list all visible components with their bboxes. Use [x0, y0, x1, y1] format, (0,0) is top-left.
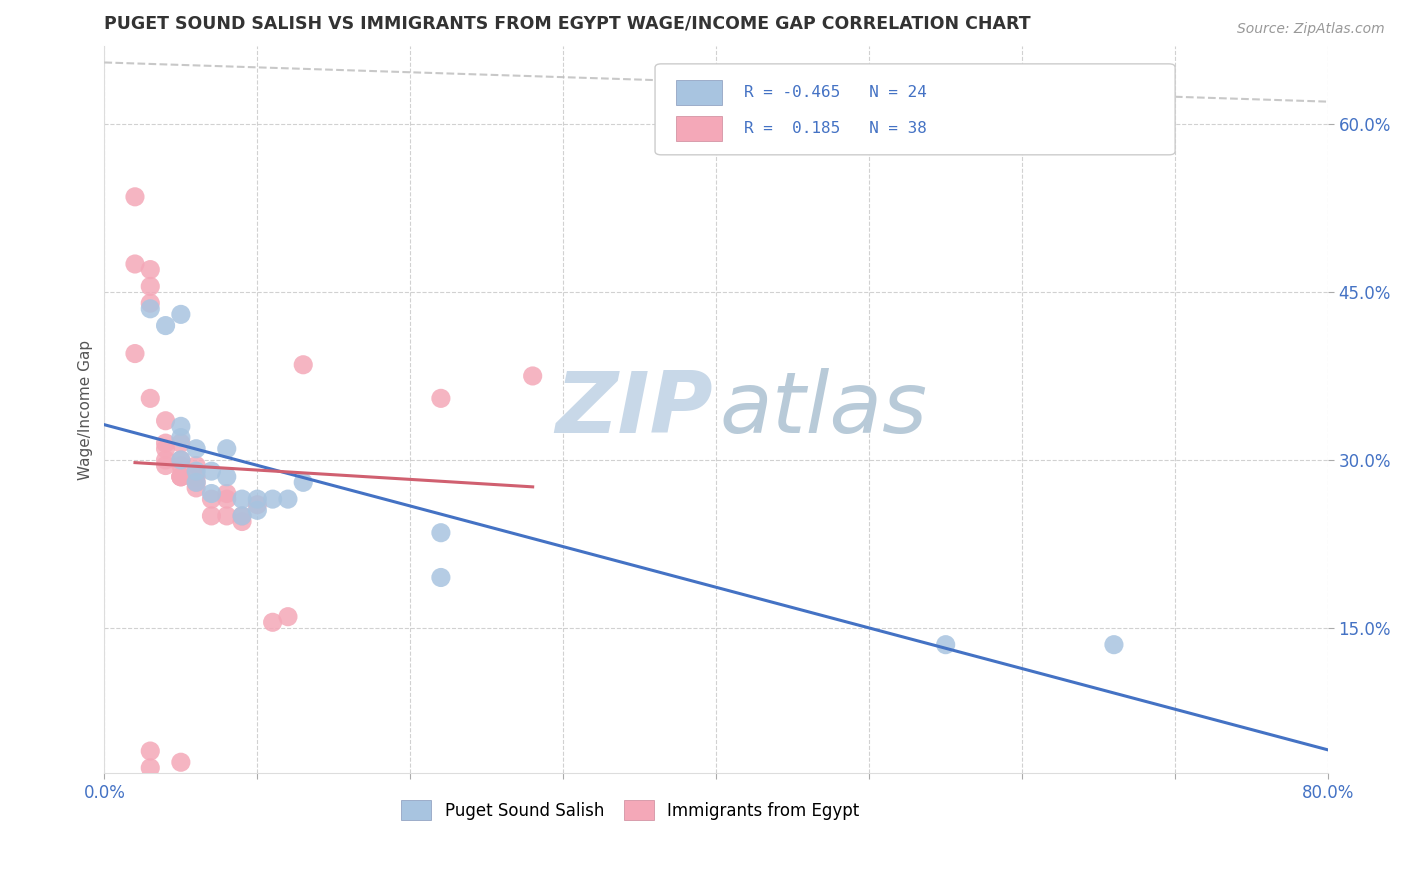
Text: R =  0.185   N = 38: R = 0.185 N = 38 [744, 121, 927, 136]
Point [124, 257, 146, 271]
Point [155, 414, 177, 428]
Point [170, 453, 193, 467]
Point [200, 486, 222, 500]
Point [186, 475, 208, 490]
Point [170, 469, 193, 483]
Point [430, 570, 453, 584]
Point [186, 442, 208, 456]
Point [246, 503, 269, 517]
Point [277, 609, 299, 624]
Point [246, 492, 269, 507]
Point [139, 279, 162, 293]
Point [139, 296, 162, 310]
Point [139, 301, 162, 316]
Point [200, 508, 222, 523]
Point [215, 492, 238, 507]
Point [262, 615, 284, 630]
Point [231, 515, 253, 529]
Point [124, 190, 146, 204]
Point [215, 442, 238, 456]
Point [215, 486, 238, 500]
Point [155, 453, 177, 467]
Point [155, 458, 177, 473]
Point [1102, 638, 1125, 652]
Point [430, 525, 453, 540]
Point [292, 358, 315, 372]
Point [231, 492, 253, 507]
Legend: Puget Sound Salish, Immigrants from Egypt: Puget Sound Salish, Immigrants from Egyp… [395, 793, 866, 827]
Point [139, 262, 162, 277]
FancyBboxPatch shape [655, 64, 1175, 155]
Point [155, 442, 177, 456]
Point [186, 464, 208, 478]
Point [155, 436, 177, 450]
Point [170, 436, 193, 450]
Point [935, 638, 957, 652]
Point [231, 508, 253, 523]
Point [170, 419, 193, 434]
Point [186, 475, 208, 490]
Point [200, 464, 222, 478]
Point [170, 756, 193, 770]
Text: PUGET SOUND SALISH VS IMMIGRANTS FROM EGYPT WAGE/INCOME GAP CORRELATION CHART: PUGET SOUND SALISH VS IMMIGRANTS FROM EG… [104, 15, 1031, 33]
Text: R = -0.465   N = 24: R = -0.465 N = 24 [744, 85, 927, 100]
Point [277, 492, 299, 507]
Y-axis label: Wage/Income Gap: Wage/Income Gap [79, 340, 93, 480]
Point [292, 475, 315, 490]
Point [262, 492, 284, 507]
Point [231, 508, 253, 523]
Point [186, 469, 208, 483]
Point [186, 481, 208, 495]
Point [139, 744, 162, 758]
Point [246, 498, 269, 512]
Point [430, 392, 453, 406]
Point [170, 453, 193, 467]
Point [170, 307, 193, 321]
Point [215, 469, 238, 483]
Text: Source: ZipAtlas.com: Source: ZipAtlas.com [1237, 22, 1385, 37]
Point [139, 392, 162, 406]
Point [170, 469, 193, 483]
Point [522, 368, 544, 383]
Point [155, 318, 177, 333]
FancyBboxPatch shape [676, 116, 723, 141]
Point [139, 761, 162, 775]
FancyBboxPatch shape [676, 80, 723, 105]
Point [170, 458, 193, 473]
Text: atlas: atlas [720, 368, 928, 451]
Point [186, 458, 208, 473]
Point [124, 346, 146, 360]
Point [170, 469, 193, 483]
Point [215, 508, 238, 523]
Text: ZIP: ZIP [555, 368, 713, 451]
Point [170, 431, 193, 445]
Point [200, 492, 222, 507]
